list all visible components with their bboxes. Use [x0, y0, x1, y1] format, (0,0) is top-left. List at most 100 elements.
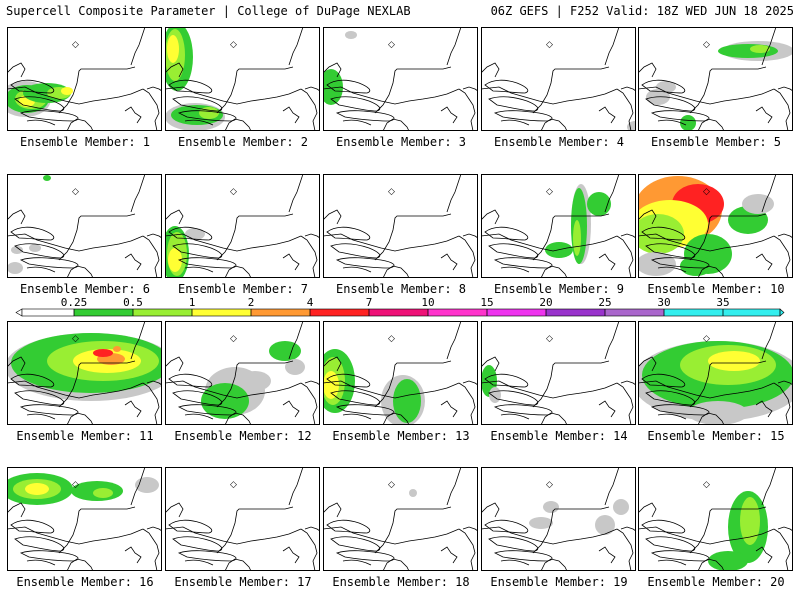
- map-boundary-line: [335, 550, 395, 562]
- map-boundary-line: [184, 559, 214, 566]
- scp-contour-area: [708, 351, 760, 371]
- map-boundary-line: [142, 382, 160, 425]
- scp-contour-area: [708, 551, 748, 571]
- map-boundary-line: [66, 118, 94, 131]
- map-boundary-line: [493, 404, 553, 416]
- map-boundary-line: [755, 546, 773, 564]
- map-boundary-line: [172, 96, 223, 112]
- map-boundary-line: [620, 380, 636, 386]
- map-boundary-line: [323, 380, 460, 399]
- ensemble-member-panel: ◇: [323, 321, 478, 425]
- map-boundary-line: [488, 243, 539, 259]
- map-boundary-line: [184, 413, 214, 420]
- map-boundary-line: [462, 86, 478, 92]
- map-boundary-line: [165, 526, 302, 545]
- scp-contour-area: [269, 341, 301, 361]
- colorbar-segment: [369, 309, 428, 316]
- map-boundary-line: [462, 233, 478, 239]
- map-boundary-line: [773, 235, 791, 278]
- panel-frame: [481, 174, 636, 278]
- member-map: ◇: [638, 27, 793, 131]
- map-boundary-line: [777, 526, 793, 532]
- colorbar-tick-label: 2: [248, 296, 255, 309]
- scp-contour-area: [11, 246, 23, 254]
- panel-frame: [638, 321, 793, 425]
- map-boundary-line: [172, 243, 223, 259]
- member-map: ◇: [481, 321, 636, 425]
- scp-contour-area: [113, 346, 121, 352]
- map-boundary-line: [484, 79, 529, 94]
- colorbar-tick-label: 1: [189, 296, 196, 309]
- colorbar-tick-label: 20: [539, 296, 552, 309]
- map-boundary-line: [755, 400, 773, 418]
- map-boundary-line: [323, 526, 460, 545]
- map-boundary-line: [650, 110, 710, 122]
- ensemble-member-panel: ◇: [323, 467, 478, 571]
- map-boundary-line: [761, 174, 777, 213]
- map-boundary-line: [657, 266, 687, 273]
- color-scale-bar: 0.25 0.5 1 2 4 7 10 15 20 25 30 35: [15, 296, 785, 317]
- map-boundary-line: [689, 506, 767, 554]
- island-marker-icon: ◇: [546, 334, 553, 344]
- map-boundary-line: [493, 257, 553, 269]
- ensemble-member-panel: ◇: [481, 321, 636, 425]
- map-boundary-line: [697, 265, 725, 278]
- map-boundary-line: [650, 550, 710, 562]
- colorbar-tick-label: 35: [716, 296, 729, 309]
- map-boundary-line: [326, 373, 371, 388]
- map-boundary-line: [773, 382, 791, 425]
- member-map: ◇: [481, 27, 636, 131]
- map-boundary-line: [7, 502, 26, 518]
- map-boundary-line: [697, 412, 725, 425]
- member-map: ◇: [7, 27, 162, 131]
- scp-contour-area: [93, 349, 113, 357]
- map-boundary-line: [484, 373, 529, 388]
- map-boundary-line: [755, 106, 773, 124]
- map-boundary-line: [638, 502, 657, 518]
- map-boundary-line: [382, 118, 410, 131]
- map-boundary-line: [488, 390, 539, 406]
- map-boundary-line: [374, 66, 452, 114]
- map-boundary-line: [300, 382, 318, 425]
- scp-contour-area: [680, 115, 696, 131]
- map-boundary-line: [481, 209, 500, 225]
- map-boundary-line: [777, 86, 793, 92]
- ensemble-member-panel: ◇: [165, 174, 320, 278]
- map-boundary-line: [773, 528, 791, 571]
- member-map: ◇: [165, 467, 320, 571]
- island-marker-icon: ◇: [388, 334, 395, 344]
- panel-frame: [7, 174, 162, 278]
- member-map: ◇: [323, 467, 478, 571]
- scp-contour-area: [656, 81, 676, 93]
- panel-frame: [165, 27, 320, 131]
- map-boundary-line: [638, 86, 775, 105]
- map-boundary-line: [168, 79, 213, 94]
- map-boundary-line: [532, 360, 610, 408]
- map-boundary-line: [598, 253, 616, 271]
- colorbar-segment: [605, 309, 664, 316]
- map-boundary-line: [7, 62, 26, 78]
- map-boundary-line: [689, 213, 767, 261]
- map-boundary-line: [142, 235, 160, 278]
- map-boundary-line: [638, 233, 775, 252]
- map-boundary-line: [540, 265, 568, 278]
- map-boundary-line: [777, 380, 793, 386]
- panel-frame: [323, 174, 478, 278]
- map-boundary-line: [172, 536, 223, 552]
- map-boundary-line: [500, 559, 530, 566]
- colorbar-tick-label: 4: [307, 296, 314, 309]
- map-boundary-line: [7, 209, 26, 225]
- map-boundary-line: [224, 265, 252, 278]
- map-boundary-line: [335, 404, 395, 416]
- map-boundary-line: [10, 373, 55, 388]
- ensemble-member-label: Ensemble Member: 7: [177, 282, 309, 296]
- scp-contour-area: [43, 175, 51, 181]
- map-boundary-line: [650, 257, 710, 269]
- map-boundary-line: [500, 119, 530, 126]
- map-boundary-line: [330, 243, 381, 259]
- map-boundary-line: [604, 467, 620, 506]
- map-boundary-line: [481, 356, 500, 372]
- map-boundary-line: [177, 257, 237, 269]
- map-boundary-line: [165, 233, 302, 252]
- ensemble-member-panel: ◇: [481, 27, 636, 131]
